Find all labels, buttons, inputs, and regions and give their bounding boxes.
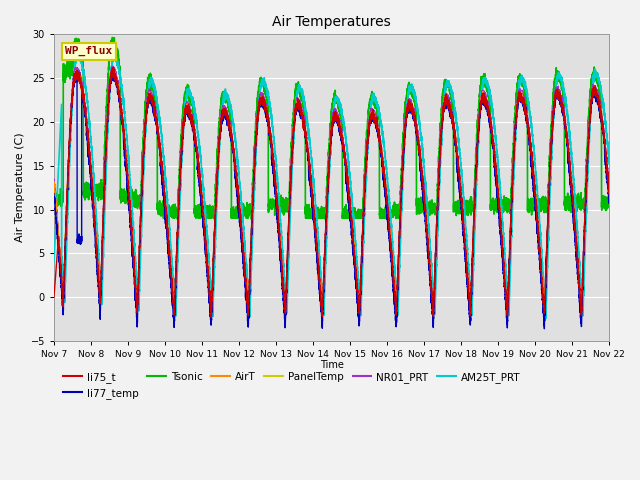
Tsonic: [472, 162, 479, 168]
AirT: [605, 188, 613, 193]
Tsonic: [109, 35, 116, 40]
Tsonic: [50, 204, 58, 209]
NR01_PRT: [582, 190, 589, 195]
li75_t: [472, 174, 479, 180]
li77_temp: [575, 293, 583, 299]
AirT: [108, 67, 116, 72]
Tsonic: [575, 201, 583, 207]
NR01_PRT: [313, 242, 321, 248]
Line: AM25T_PRT: AM25T_PRT: [54, 52, 609, 318]
AirT: [582, 192, 589, 197]
li77_temp: [472, 180, 479, 185]
Title: Air Temperatures: Air Temperatures: [272, 15, 391, 29]
AM25T_PRT: [605, 159, 613, 165]
Legend: li75_t, li77_temp, Tsonic, AirT, PanelTemp, NR01_PRT, AM25T_PRT: li75_t, li77_temp, Tsonic, AirT, PanelTe…: [59, 368, 525, 403]
AirT: [467, 315, 474, 321]
Tsonic: [322, 216, 330, 222]
AM25T_PRT: [542, 315, 550, 321]
li77_temp: [50, 191, 58, 196]
AirT: [456, 177, 463, 182]
NR01_PRT: [50, 178, 58, 183]
li77_temp: [582, 191, 589, 196]
li77_temp: [541, 326, 548, 332]
li77_temp: [456, 192, 463, 197]
PanelTemp: [108, 66, 116, 72]
Tsonic: [313, 213, 321, 219]
li77_temp: [605, 200, 613, 205]
li77_temp: [313, 254, 321, 260]
Line: li77_temp: li77_temp: [54, 70, 609, 329]
AM25T_PRT: [582, 220, 589, 226]
NR01_PRT: [108, 63, 116, 69]
AM25T_PRT: [239, 215, 246, 221]
li75_t: [109, 64, 117, 70]
Y-axis label: Air Temperature (C): Air Temperature (C): [15, 133, 25, 242]
PanelTemp: [472, 180, 479, 186]
Tsonic: [605, 199, 613, 204]
li75_t: [207, 314, 215, 320]
Tsonic: [239, 213, 246, 218]
li77_temp: [110, 67, 118, 72]
li75_t: [239, 243, 246, 249]
AirT: [575, 278, 583, 284]
Text: WP_flux: WP_flux: [65, 46, 112, 57]
AM25T_PRT: [575, 257, 583, 263]
li75_t: [456, 182, 464, 188]
li75_t: [50, 294, 58, 300]
AM25T_PRT: [472, 212, 479, 218]
NR01_PRT: [239, 240, 246, 246]
Line: NR01_PRT: NR01_PRT: [54, 66, 609, 318]
li75_t: [605, 189, 613, 194]
AirT: [239, 240, 246, 246]
AM25T_PRT: [74, 49, 81, 55]
Line: li75_t: li75_t: [54, 67, 609, 317]
Line: PanelTemp: PanelTemp: [54, 69, 609, 317]
NR01_PRT: [456, 177, 464, 182]
AirT: [50, 182, 58, 188]
li75_t: [582, 188, 589, 194]
PanelTemp: [467, 314, 474, 320]
AirT: [313, 242, 321, 248]
NR01_PRT: [392, 315, 400, 321]
Tsonic: [582, 176, 589, 181]
PanelTemp: [456, 179, 463, 184]
AM25T_PRT: [50, 259, 58, 265]
AM25T_PRT: [313, 216, 321, 222]
li75_t: [575, 280, 583, 286]
PanelTemp: [605, 187, 613, 192]
NR01_PRT: [472, 178, 479, 183]
Line: AirT: AirT: [54, 70, 609, 318]
PanelTemp: [50, 181, 58, 187]
li77_temp: [239, 254, 246, 260]
PanelTemp: [582, 191, 589, 196]
PanelTemp: [313, 241, 321, 247]
PanelTemp: [239, 239, 246, 245]
AirT: [472, 180, 479, 186]
NR01_PRT: [575, 280, 583, 286]
Tsonic: [456, 203, 464, 209]
X-axis label: Time: Time: [319, 360, 344, 370]
Line: Tsonic: Tsonic: [54, 37, 609, 219]
AM25T_PRT: [456, 153, 463, 158]
PanelTemp: [575, 279, 583, 285]
li75_t: [313, 242, 321, 248]
NR01_PRT: [605, 186, 613, 192]
